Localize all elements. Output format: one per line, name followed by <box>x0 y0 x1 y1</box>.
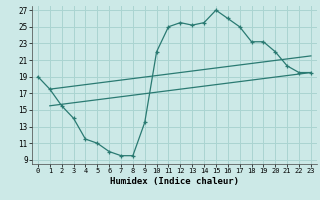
X-axis label: Humidex (Indice chaleur): Humidex (Indice chaleur) <box>110 177 239 186</box>
